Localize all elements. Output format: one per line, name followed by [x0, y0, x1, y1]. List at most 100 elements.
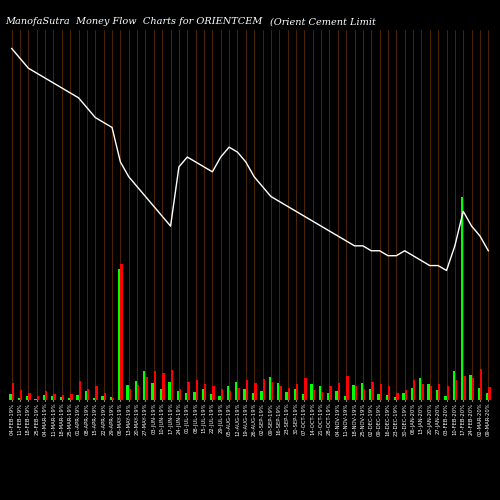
Bar: [254, 383, 256, 400]
Bar: [413, 380, 416, 400]
Bar: [28, 392, 31, 400]
Bar: [45, 392, 48, 400]
Bar: [369, 390, 371, 400]
Bar: [444, 396, 446, 400]
Bar: [296, 384, 298, 400]
Bar: [43, 395, 45, 400]
Bar: [196, 380, 198, 400]
Bar: [60, 397, 62, 400]
Bar: [428, 384, 430, 400]
Bar: [312, 390, 315, 400]
Bar: [18, 398, 20, 400]
Bar: [62, 395, 64, 400]
Bar: [386, 395, 388, 400]
Bar: [210, 394, 212, 400]
Bar: [286, 392, 288, 400]
Bar: [486, 393, 488, 400]
Bar: [480, 368, 482, 400]
Bar: [310, 384, 312, 400]
Bar: [294, 390, 296, 400]
Bar: [396, 393, 398, 400]
Bar: [288, 388, 290, 400]
Bar: [120, 264, 122, 400]
Bar: [330, 386, 332, 400]
Text: ManofaSutra  Money Flow  Charts for ORIENTCEM: ManofaSutra Money Flow Charts for ORIENT…: [5, 18, 262, 26]
Bar: [262, 378, 265, 400]
Bar: [268, 376, 271, 400]
Bar: [280, 386, 281, 400]
Bar: [344, 396, 346, 400]
Bar: [129, 390, 131, 400]
Bar: [352, 386, 354, 400]
Bar: [327, 393, 330, 400]
Bar: [430, 386, 432, 400]
Bar: [235, 382, 238, 400]
Bar: [10, 394, 12, 400]
Bar: [102, 396, 103, 400]
Bar: [461, 196, 463, 400]
Bar: [394, 396, 396, 400]
Bar: [438, 384, 440, 400]
Bar: [463, 376, 466, 400]
Bar: [336, 392, 338, 400]
Bar: [271, 382, 273, 400]
Bar: [185, 392, 188, 400]
Bar: [168, 382, 170, 400]
Bar: [146, 376, 148, 400]
Bar: [318, 386, 321, 400]
Text: (Orient Cement Limit: (Orient Cement Limit: [270, 18, 376, 26]
Bar: [68, 398, 70, 400]
Bar: [229, 392, 232, 400]
Bar: [321, 392, 324, 400]
Bar: [118, 269, 120, 400]
Bar: [154, 371, 156, 400]
Bar: [419, 378, 422, 400]
Bar: [212, 386, 214, 400]
Bar: [70, 394, 72, 400]
Bar: [452, 371, 455, 400]
Bar: [204, 384, 206, 400]
Bar: [380, 384, 382, 400]
Bar: [302, 394, 304, 400]
Bar: [252, 393, 254, 400]
Bar: [371, 382, 374, 400]
Bar: [194, 392, 196, 400]
Bar: [176, 392, 179, 400]
Bar: [34, 398, 37, 400]
Bar: [354, 386, 357, 400]
Bar: [84, 392, 87, 400]
Bar: [277, 382, 280, 400]
Bar: [472, 378, 474, 400]
Bar: [360, 383, 363, 400]
Bar: [51, 396, 54, 400]
Bar: [455, 380, 457, 400]
Bar: [246, 380, 248, 400]
Bar: [469, 375, 472, 400]
Bar: [446, 386, 449, 400]
Bar: [78, 380, 81, 400]
Bar: [244, 390, 246, 400]
Bar: [126, 386, 129, 400]
Bar: [112, 398, 114, 400]
Bar: [378, 394, 380, 400]
Bar: [54, 394, 56, 400]
Bar: [488, 388, 490, 400]
Bar: [162, 374, 164, 400]
Bar: [179, 390, 182, 400]
Bar: [238, 388, 240, 400]
Bar: [478, 388, 480, 400]
Bar: [260, 392, 262, 400]
Bar: [37, 396, 39, 400]
Bar: [220, 390, 223, 400]
Bar: [402, 393, 404, 400]
Bar: [202, 390, 204, 400]
Bar: [422, 384, 424, 400]
Bar: [338, 383, 340, 400]
Bar: [346, 376, 348, 400]
Bar: [188, 382, 190, 400]
Bar: [363, 390, 365, 400]
Bar: [76, 395, 78, 400]
Bar: [304, 378, 306, 400]
Bar: [143, 371, 146, 400]
Bar: [410, 388, 413, 400]
